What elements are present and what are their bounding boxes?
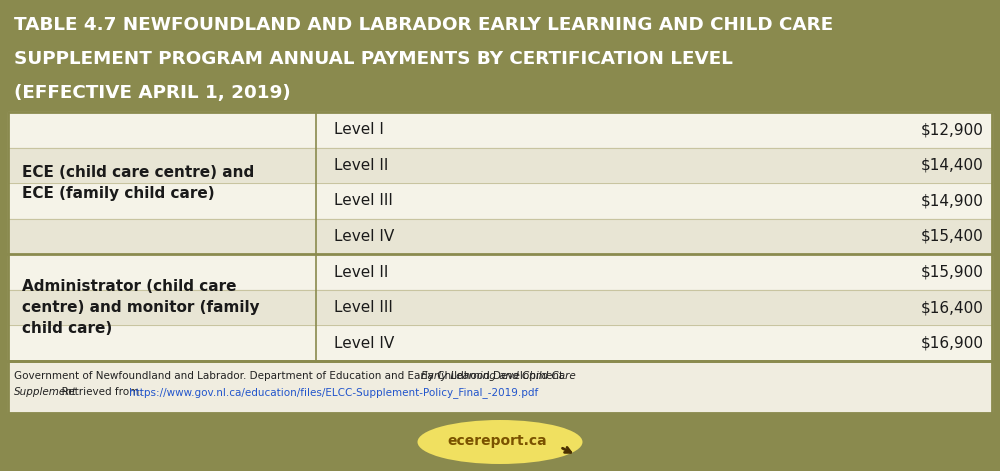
Text: TABLE 4.7 NEWFOUNDLAND AND LABRADOR EARLY LEARNING AND CHILD CARE: TABLE 4.7 NEWFOUNDLAND AND LABRADOR EARL…: [14, 16, 833, 34]
Bar: [0, 0, 1000, 112]
Bar: [8, 147, 316, 183]
Bar: [316, 219, 992, 254]
Text: . Retrieved from:: . Retrieved from:: [55, 387, 146, 397]
Bar: [8, 361, 992, 413]
Text: Level IV: Level IV: [334, 229, 394, 244]
Bar: [8, 325, 316, 361]
Text: $14,900: $14,900: [921, 194, 984, 209]
Bar: [0, 413, 1000, 471]
Text: $14,400: $14,400: [921, 158, 984, 173]
Bar: [316, 290, 992, 325]
Text: Level III: Level III: [334, 194, 393, 209]
Text: $12,900: $12,900: [921, 122, 984, 137]
Text: Level II: Level II: [334, 158, 388, 173]
Text: SUPPLEMENT PROGRAM ANNUAL PAYMENTS BY CERTIFICATION LEVEL: SUPPLEMENT PROGRAM ANNUAL PAYMENTS BY CE…: [14, 50, 733, 68]
Text: Early Learning and Child Care: Early Learning and Child Care: [421, 371, 575, 381]
Text: Level I: Level I: [334, 122, 384, 137]
Ellipse shape: [418, 420, 582, 464]
Bar: [316, 325, 992, 361]
Bar: [8, 183, 316, 219]
Text: https://www.gov.nl.ca/education/files/ELCC-Supplement-Policy_Final_-2019.pdf: https://www.gov.nl.ca/education/files/EL…: [129, 387, 538, 398]
Bar: [8, 112, 992, 361]
Text: $15,400: $15,400: [921, 229, 984, 244]
Text: ecereport.ca: ecereport.ca: [447, 434, 547, 448]
Bar: [8, 219, 316, 254]
Text: Government of Newfoundland and Labrador. Department of Education and Early Child: Government of Newfoundland and Labrador.…: [14, 371, 570, 381]
Text: $16,400: $16,400: [921, 300, 984, 315]
Text: ECE (child care centre) and
ECE (family child care): ECE (child care centre) and ECE (family …: [22, 165, 254, 201]
Bar: [316, 147, 992, 183]
Bar: [8, 112, 992, 361]
Bar: [316, 183, 992, 219]
Text: Level IV: Level IV: [334, 336, 394, 351]
Bar: [8, 361, 992, 413]
Text: (EFFECTIVE APRIL 1, 2019): (EFFECTIVE APRIL 1, 2019): [14, 84, 291, 102]
Text: $15,900: $15,900: [921, 265, 984, 280]
Text: Level II: Level II: [334, 265, 388, 280]
Bar: [316, 112, 992, 147]
Bar: [8, 112, 316, 147]
Bar: [8, 254, 316, 290]
Text: Supplement: Supplement: [14, 387, 77, 397]
Bar: [8, 290, 316, 325]
Text: Administrator (child care
centre) and monitor (family
child care): Administrator (child care centre) and mo…: [22, 279, 260, 336]
Bar: [316, 254, 992, 290]
Text: $16,900: $16,900: [921, 336, 984, 351]
Text: Level III: Level III: [334, 300, 393, 315]
